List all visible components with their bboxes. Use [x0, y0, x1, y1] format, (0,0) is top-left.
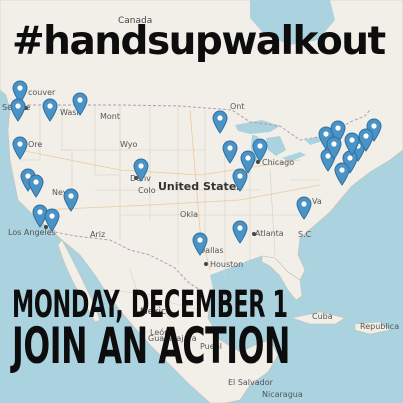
label-cuba: Cuba — [312, 312, 333, 321]
label-united-states: United States — [158, 180, 243, 193]
map-pin-icon — [358, 128, 374, 152]
label-puebla: Puebl — [200, 342, 222, 351]
label-montana: Mont — [100, 112, 121, 121]
label-okla: Okla — [180, 210, 199, 219]
label-los-angeles: Los Angeles — [8, 228, 56, 237]
map-pin-icon — [133, 158, 149, 182]
label-nev: Nev — [52, 188, 68, 197]
chicago-2-pin[interactable] — [240, 150, 256, 174]
map-pin-icon — [366, 118, 382, 142]
label-republica: Republica — [360, 322, 400, 331]
detroit-pin[interactable] — [252, 138, 268, 162]
city-dot-atlanta — [252, 232, 256, 236]
city-dot-houston — [204, 262, 208, 266]
label-ariz: Ariz — [90, 230, 106, 239]
phoenix-pin[interactable] — [63, 188, 79, 212]
spokane-pin[interactable] — [42, 98, 58, 122]
map-pin-icon — [326, 136, 342, 160]
denver-pin[interactable] — [133, 158, 149, 182]
map-pin-icon — [212, 110, 228, 134]
chicago-pin[interactable] — [222, 140, 238, 164]
map-pin-icon — [72, 92, 88, 116]
label-leon: León — [150, 328, 170, 337]
map-pin-icon — [28, 174, 44, 198]
label-vancouver: couver — [28, 88, 56, 97]
banner-call-to-action: JOIN AN ACTION — [12, 317, 291, 375]
city-dot-chicago — [256, 160, 260, 164]
label-nicaragua: Nicaragua — [262, 390, 303, 399]
map-pin-icon — [296, 196, 312, 220]
map-pin-icon — [344, 132, 360, 156]
label-ontario: Ont — [230, 102, 245, 111]
ny-4-pin[interactable] — [344, 132, 360, 156]
label-wash: Wash — [60, 108, 82, 117]
vancouver-pin[interactable] — [12, 80, 28, 104]
label-wyo: Wyo — [120, 140, 138, 149]
city-dot-los-angeles — [44, 225, 48, 229]
map-pin-icon — [42, 98, 58, 122]
map-pin-icon — [32, 204, 48, 228]
map-pin-icon — [240, 150, 256, 174]
la-2-pin[interactable] — [44, 208, 60, 232]
label-ore: Ore — [28, 140, 43, 149]
label-houston: Houston — [210, 260, 244, 269]
label-va: Va — [312, 197, 322, 206]
map-pin-icon — [222, 140, 238, 164]
city-dot-seattle — [24, 106, 28, 110]
map-pin-icon — [63, 188, 79, 212]
portland-pin[interactable] — [12, 136, 28, 160]
minneapolis-pin[interactable] — [212, 110, 228, 134]
label-atlanta: Atlanta — [255, 229, 284, 238]
ny-3-pin[interactable] — [358, 128, 374, 152]
map-pin-icon — [252, 138, 268, 162]
city-dot-denver — [134, 176, 138, 180]
atlanta-pin[interactable] — [232, 220, 248, 244]
seattle-pin[interactable] — [10, 98, 26, 122]
map-pin-icon — [232, 220, 248, 244]
banner-date: MONDAY, DECEMBER 1 — [12, 283, 288, 326]
montana-pin[interactable] — [72, 92, 88, 116]
label-guadalajara: Guadalajara — [148, 334, 197, 343]
map-pin-icon — [12, 136, 28, 160]
los-angeles-pin[interactable] — [32, 204, 48, 228]
st-louis-pin[interactable] — [232, 168, 248, 192]
label-mexico: Mexico — [140, 307, 172, 317]
label-el-salvador: El Salvador — [228, 378, 273, 387]
dallas-pin[interactable] — [192, 232, 208, 256]
oakland-pin[interactable] — [28, 174, 44, 198]
label-sc: S.C — [298, 230, 312, 239]
map-pin-icon — [334, 162, 350, 186]
label-colorado: Colo — [138, 186, 156, 195]
label-chicago: Chicago — [262, 158, 295, 167]
hashtag-headline: #handsupwalkout — [12, 19, 386, 64]
map-pin-icon — [10, 98, 26, 122]
label-dallas: Dallas — [199, 246, 224, 255]
map-pin-icon — [12, 80, 28, 104]
label-canada: Canada — [118, 16, 153, 26]
ny-5-pin[interactable] — [326, 136, 342, 160]
map-pin-icon — [44, 208, 60, 232]
map-pin-icon — [192, 232, 208, 256]
boston-pin[interactable] — [366, 118, 382, 142]
dc-pin[interactable] — [334, 162, 350, 186]
map-pin-icon — [232, 168, 248, 192]
charlotte-pin[interactable] — [296, 196, 312, 220]
